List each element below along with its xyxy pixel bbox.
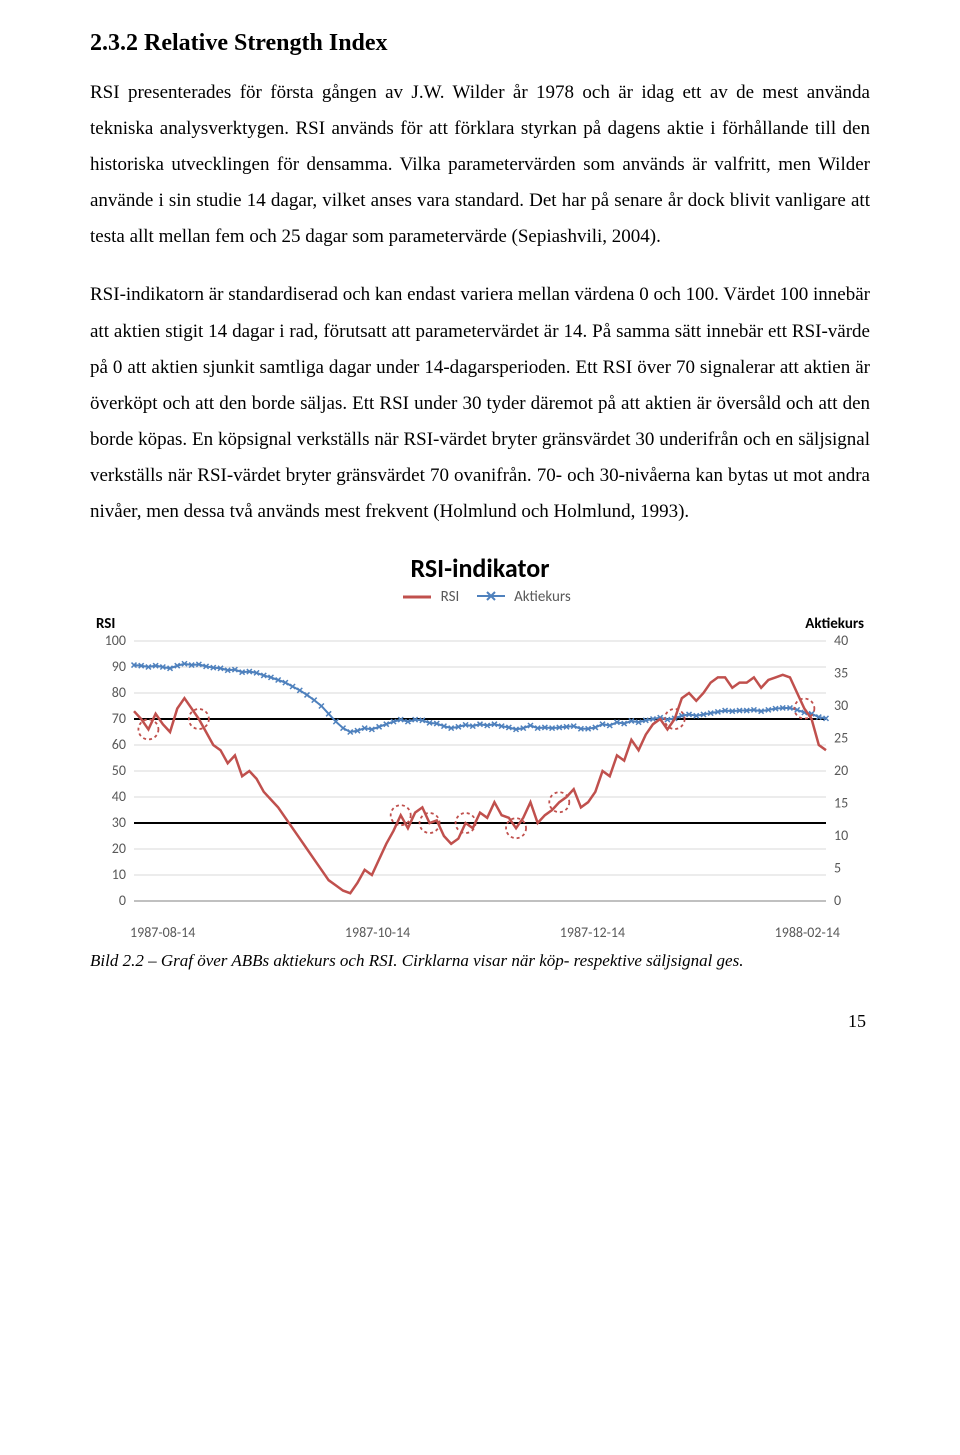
- svg-text:40: 40: [834, 635, 848, 649]
- svg-text:30: 30: [112, 814, 126, 831]
- x-tick-label: 1987-10-14: [345, 924, 410, 941]
- svg-text:35: 35: [834, 664, 848, 681]
- svg-text:5: 5: [834, 859, 841, 876]
- chart-title: RSI-indikator: [90, 552, 870, 584]
- left-axis-title: RSI: [96, 615, 115, 633]
- svg-text:10: 10: [112, 866, 126, 883]
- svg-text:100: 100: [105, 635, 126, 649]
- legend-label-price: Aktiekurs: [514, 588, 571, 606]
- rsi-chart: RSI-indikator RSI Aktiekurs RSI Aktiekur…: [90, 552, 870, 940]
- svg-text:20: 20: [112, 840, 126, 857]
- svg-text:0: 0: [119, 892, 126, 909]
- legend-label-rsi: RSI: [441, 588, 460, 606]
- svg-text:40: 40: [112, 788, 126, 805]
- x-tick-label: 1987-12-14: [560, 924, 625, 941]
- svg-text:30: 30: [834, 697, 848, 714]
- x-axis-labels: 1987-08-14 1987-10-14 1987-12-14 1988-02-14: [90, 920, 870, 941]
- figure-caption: Bild 2.2 – Graf över ABBs aktiekurs och …: [90, 951, 870, 971]
- chart-plot: 0 10 20 30 40 50 60 70 80 90 100 0 5 10 15 20 25 30 35 40: [90, 635, 870, 915]
- document-page: 2.3.2 Relative Strength Index RSI presen…: [0, 0, 960, 1062]
- svg-text:50: 50: [112, 762, 126, 779]
- legend-swatch-price: [477, 589, 505, 607]
- svg-text:25: 25: [834, 729, 848, 746]
- x-tick-label: 1988-02-14: [775, 924, 840, 941]
- axis-titles-row: RSI Aktiekurs: [90, 615, 870, 635]
- paragraph-2: RSI-indikatorn är standardiserad och kan…: [90, 277, 870, 530]
- section-heading: 2.3.2 Relative Strength Index: [90, 30, 870, 57]
- svg-text:80: 80: [112, 684, 126, 701]
- page-number: 15: [90, 1011, 870, 1032]
- svg-text:20: 20: [834, 762, 848, 779]
- svg-text:70: 70: [112, 710, 126, 727]
- chart-legend: RSI Aktiekurs: [90, 588, 870, 606]
- x-tick-label: 1987-08-14: [130, 924, 195, 941]
- svg-text:10: 10: [834, 827, 848, 844]
- svg-text:0: 0: [834, 892, 841, 909]
- right-axis-title: Aktiekurs: [805, 615, 864, 633]
- legend-swatch-rsi: [403, 589, 431, 607]
- svg-text:15: 15: [834, 794, 848, 811]
- paragraph-1: RSI presenterades för första gången av J…: [90, 75, 870, 255]
- svg-text:90: 90: [112, 658, 126, 675]
- svg-text:60: 60: [112, 736, 126, 753]
